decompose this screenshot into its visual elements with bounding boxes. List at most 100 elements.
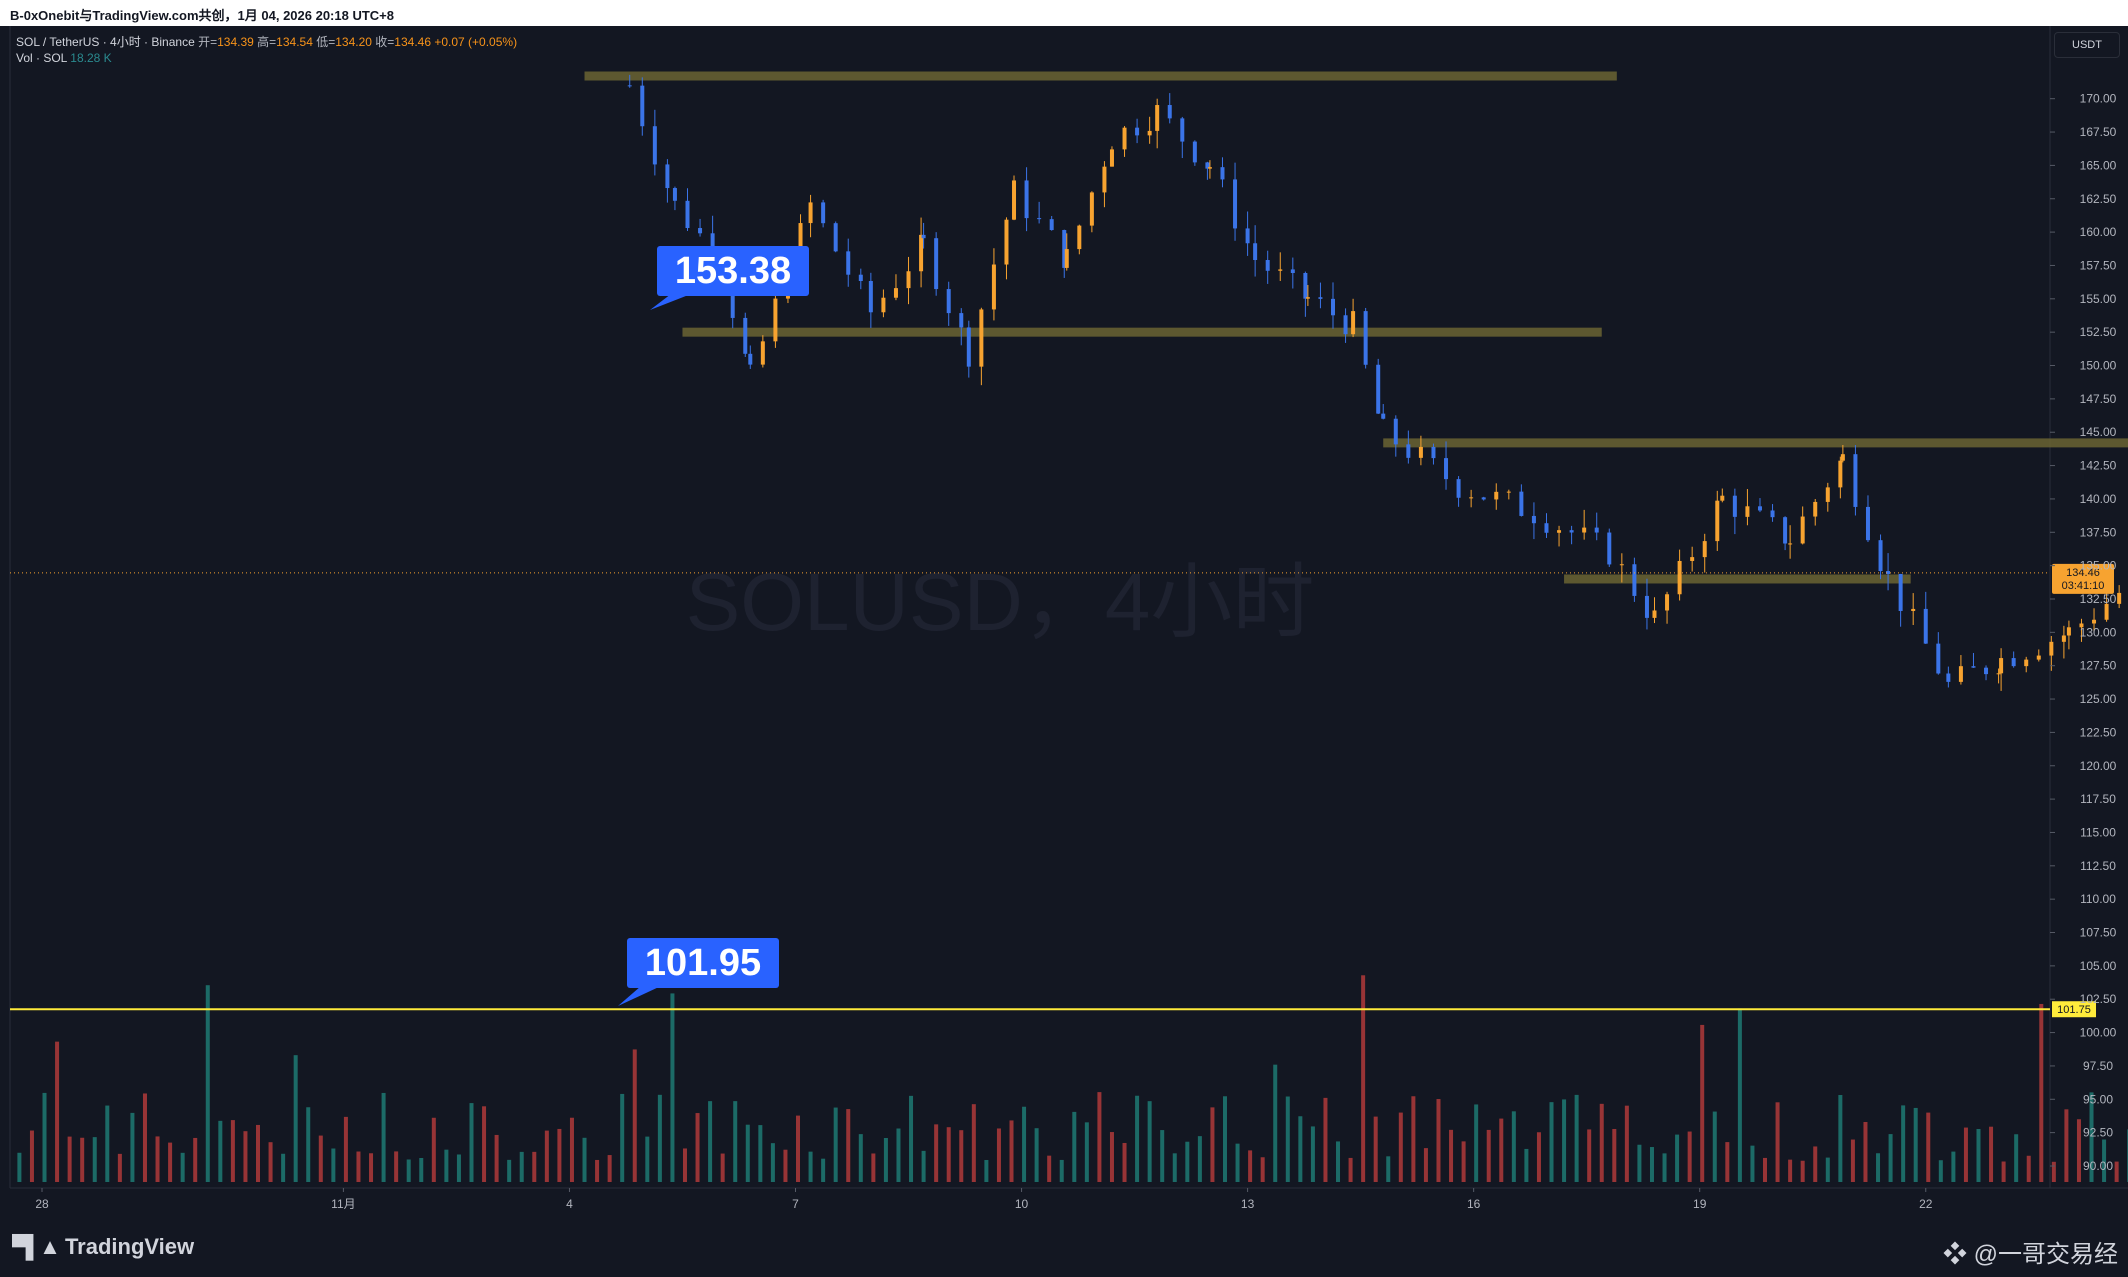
author-watermark: ❖ @一哥交易经: [1943, 1234, 2118, 1269]
volume-bar: [419, 1157, 424, 1182]
volume-bar: [1336, 1141, 1341, 1182]
candle-body: [1037, 218, 1042, 220]
legend-symbol[interactable]: SOL / TetherUS · 4小时 · Binance: [16, 35, 195, 49]
candle-body: [1456, 479, 1461, 498]
range-zone: [682, 327, 1602, 337]
y-tick-label: 92.50: [2083, 1126, 2113, 1140]
horizontal-level-tag: [2052, 1001, 2096, 1018]
y-tick-label: 170.00: [2080, 92, 2117, 106]
y-tick-label: 152.50: [2080, 325, 2117, 339]
callout-layer: 153.38 101.95: [618, 246, 809, 1006]
volume-bar: [657, 1094, 662, 1182]
candle-body: [1652, 610, 1657, 618]
volume-bar: [2039, 1003, 2044, 1182]
candle-body: [1481, 497, 1486, 500]
candle-body: [1702, 541, 1707, 558]
volume-bar: [1825, 1157, 1830, 1182]
candle-body: [1351, 311, 1356, 335]
candle-body: [627, 85, 632, 87]
volume-bar: [1449, 1129, 1454, 1182]
candle-body: [893, 288, 898, 298]
candle-body: [1594, 527, 1599, 533]
bar-countdown: 03:41:10: [2062, 580, 2105, 592]
candle-body: [1519, 491, 1524, 516]
volume-bar: [632, 1049, 637, 1182]
volume-bar: [569, 1117, 574, 1182]
candle-body: [2066, 627, 2071, 636]
candle-body: [1607, 532, 1612, 565]
volume-bar: [130, 1112, 135, 1182]
chart-legend: SOL / TetherUS · 4小时 · Binance 开=134.39 …: [16, 34, 517, 66]
volume-bar: [745, 1124, 750, 1182]
y-tick-label: 117.50: [2080, 792, 2116, 806]
volume-bar: [544, 1130, 549, 1182]
candle-body: [846, 251, 851, 275]
volume-bar: [582, 1137, 587, 1182]
y-tick-label: 130.00: [2080, 625, 2117, 639]
candle-body: [1012, 180, 1017, 220]
y-tick-label: 142.50: [2080, 459, 2117, 473]
volume-bar: [934, 1124, 939, 1182]
legend-high: 134.54: [276, 35, 313, 49]
volume-bar: [1009, 1120, 1014, 1182]
volume-bar: [1197, 1136, 1202, 1182]
candle-body: [685, 200, 690, 229]
candle-body: [1393, 418, 1398, 445]
volume-bar: [645, 1136, 650, 1182]
chart-pane[interactable]: [0, 26, 2128, 1217]
volume-bar: [1109, 1132, 1114, 1182]
candle-body: [1180, 118, 1185, 142]
callout-box: [627, 938, 779, 988]
volume-bar: [1361, 975, 1366, 1182]
volume-bar: [406, 1159, 411, 1182]
legend-open-label: 开=: [198, 35, 218, 49]
candle-body: [1544, 523, 1549, 533]
volume-bar: [1059, 1159, 1064, 1182]
volume-bar: [1511, 1111, 1516, 1182]
candle-body: [1290, 269, 1295, 273]
volume-bar: [1461, 1141, 1466, 1182]
volume-bar: [1649, 1147, 1654, 1182]
volume-bar: [821, 1158, 826, 1182]
x-tick-label: 28: [35, 1197, 49, 1211]
tradingview-logo[interactable]: ▀▌▲ TradingView: [12, 1234, 194, 1260]
volume-bar: [959, 1130, 964, 1182]
candle-body: [1406, 444, 1411, 458]
candle-body: [760, 341, 765, 365]
candle-body: [1418, 446, 1423, 458]
volume-bar: [1574, 1094, 1579, 1182]
volume-bar: [1800, 1160, 1805, 1182]
volume-bar: [1612, 1128, 1617, 1182]
y-tick-label: 110.00: [2080, 892, 2116, 906]
author-name: @一哥交易经: [1973, 1241, 2118, 1268]
volume-bar: [117, 1153, 122, 1182]
volume-bar: [1122, 1142, 1127, 1182]
volume-bar: [1700, 1024, 1705, 1182]
volume-bar: [394, 1151, 399, 1182]
volume-bar: [896, 1128, 901, 1182]
candle-body: [2117, 592, 2122, 604]
volume-bar: [557, 1128, 562, 1182]
volume-bar: [1599, 1103, 1604, 1182]
candle-body: [1838, 460, 1843, 488]
volume-bar: [105, 1105, 110, 1182]
volume-bar: [1147, 1101, 1152, 1182]
volume-bar: [971, 1104, 976, 1182]
header-caption-bar: B-0xOnebit与TradingView.com共创，1月 04, 2026…: [0, 0, 2128, 26]
candle-body: [1619, 564, 1624, 566]
y-tick-label: 122.50: [2080, 725, 2117, 739]
volume-bar: [1273, 1064, 1278, 1182]
volume-bar: [1285, 1096, 1290, 1182]
currency-button[interactable]: USDT: [2054, 32, 2120, 58]
candle-body: [1936, 643, 1941, 674]
volume-bar: [331, 1148, 336, 1182]
volume-bar: [1976, 1129, 1981, 1182]
candle-body: [1720, 495, 1725, 501]
volume-bar: [1863, 1122, 1868, 1182]
legend-volume-label[interactable]: Vol · SOL: [16, 51, 67, 65]
candle-body: [1077, 225, 1082, 250]
y-tick-label: 102.50: [2080, 992, 2117, 1006]
volume-bar: [2026, 1155, 2031, 1182]
volume-bar: [1185, 1141, 1190, 1182]
